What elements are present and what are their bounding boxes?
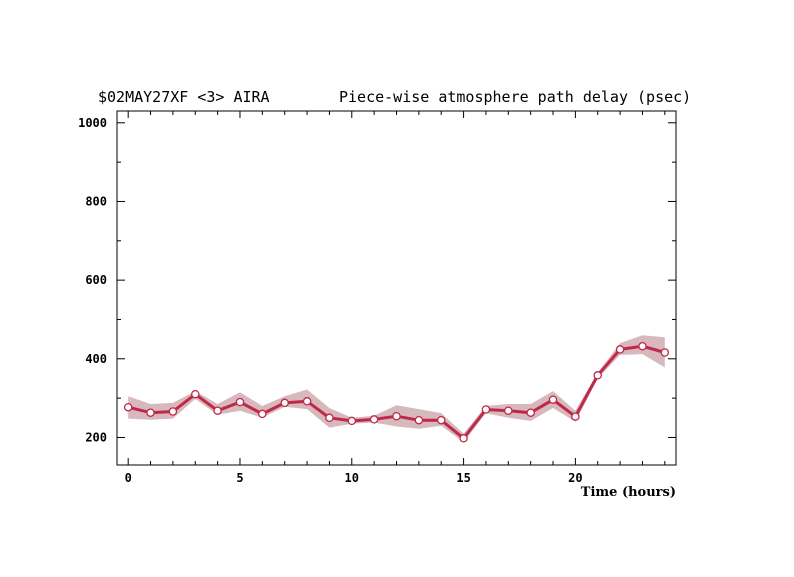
data-point: [392, 411, 401, 421]
data-point: [526, 408, 535, 417]
data-point: [481, 405, 491, 414]
x-tick-label: 0: [125, 471, 132, 485]
data-point: [325, 413, 334, 423]
x-tick-label: 5: [236, 471, 243, 485]
y-tick-label: 1000: [78, 116, 107, 130]
uncertainty-band-layer: [128, 335, 665, 443]
data-point: [168, 407, 178, 416]
y-tick-label: 400: [85, 352, 107, 366]
data-point: [123, 402, 133, 412]
data-point: [369, 415, 379, 424]
data-point: [436, 415, 446, 425]
data-point: [191, 389, 200, 399]
data-point: [571, 412, 580, 421]
data-point: [615, 345, 625, 354]
data-point: [146, 408, 155, 417]
data-point: [504, 406, 513, 415]
axis-layer: 0 5 10 15 20 200 400 600 800 1000: [78, 111, 676, 485]
data-point: [235, 397, 245, 407]
data-point: [638, 341, 647, 351]
chart-title-left: $02MAY27XF <3> AIRA: [98, 88, 270, 106]
data-point: [280, 398, 289, 408]
x-tick-label: 10: [345, 471, 359, 485]
chart-title-right: Piece-wise atmosphere path delay (psec): [339, 88, 691, 106]
data-point: [660, 348, 670, 357]
x-axis-label: Time (hours): [581, 485, 676, 500]
data-point: [593, 371, 602, 380]
x-tick-label: 20: [568, 471, 582, 485]
data-point: [347, 416, 357, 426]
data-point: [459, 434, 468, 443]
y-tick-label: 800: [85, 194, 107, 208]
data-point: [302, 397, 312, 406]
data-point: [213, 406, 222, 415]
data-marker-layer: [123, 341, 670, 443]
y-tick-label: 200: [85, 430, 107, 444]
x-tick-label: 15: [456, 471, 470, 485]
uncertainty-band: [128, 335, 665, 443]
data-point: [258, 409, 267, 419]
data-point: [414, 415, 424, 425]
y-tick-label: 600: [85, 273, 107, 287]
data-point: [548, 395, 558, 404]
